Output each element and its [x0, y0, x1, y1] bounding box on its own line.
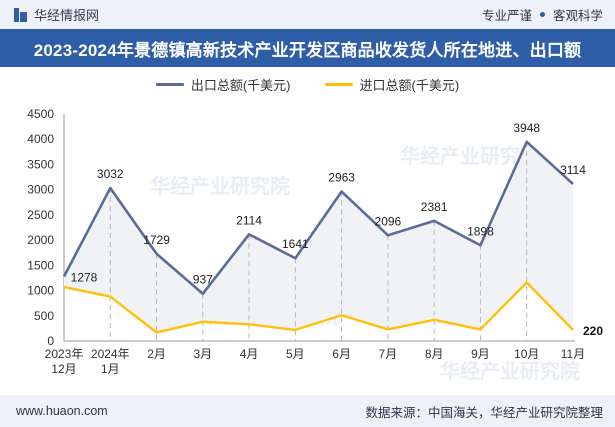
y-tick-label: 1500 [27, 258, 54, 272]
export-data-label: 3032 [97, 167, 124, 181]
brand: 华经情报网 [14, 5, 99, 24]
x-tick-label: 4月 [240, 347, 259, 361]
x-tick-label: 2024年 [91, 347, 130, 361]
header-tags: 专业严谨 客观科学 [482, 5, 603, 24]
legend-label-import: 进口总额(千美元) [359, 77, 460, 93]
x-tick-label: 10月 [514, 347, 539, 361]
y-tick-label: 1000 [27, 284, 54, 298]
x-tick-label: 7月 [379, 347, 398, 361]
x-tick-label: 12月 [51, 362, 76, 376]
export-data-label: 1641 [282, 237, 309, 251]
export-data-label: 1898 [467, 224, 494, 238]
tag-professional: 专业严谨 [481, 9, 532, 23]
line-chart: 0 500 1000 1500 2000 2500 3000 3500 4000 4500 2023… [27, 107, 603, 376]
y-tick-label: 0 [47, 334, 54, 348]
export-data-label: 2963 [328, 171, 355, 185]
legend-item-export: 出口总额(千美元) [155, 75, 291, 94]
x-tick-label: 6月 [332, 347, 351, 361]
y-tick-label: 2500 [27, 208, 54, 222]
x-tick-label: 5月 [286, 347, 305, 361]
x-tick-label: 8月 [425, 347, 444, 361]
y-tick-label: 500 [34, 309, 54, 323]
chart-legend: 出口总额(千美元) 进口总额(千美元) [0, 74, 615, 94]
brand-name: 华经情报网 [34, 8, 100, 23]
chart-title: 2023-2024年景德镇高新技术产业开发区商品收发货人所在地进、出口额 [0, 29, 615, 67]
y-tick-label: 3500 [27, 157, 54, 171]
x-tick-label: 2月 [147, 347, 166, 361]
legend-label-export: 出口总额(千美元) [190, 77, 291, 93]
y-tick-label: 4000 [27, 132, 54, 146]
export-data-label: 937 [193, 273, 213, 287]
y-tick-label: 4500 [27, 107, 54, 121]
tag-objective: 客观科学 [552, 9, 603, 23]
import-series-line [63, 281, 574, 334]
top-bar: 华经情报网 专业严谨 客观科学 [0, 0, 615, 29]
legend-swatch-import [324, 82, 353, 86]
export-data-label: 1278 [71, 271, 98, 285]
export-data-label: 2381 [421, 200, 448, 214]
export-data-label: 3114 [560, 163, 586, 177]
export-data-label: 1729 [143, 233, 170, 247]
x-tick-label: 11月 [561, 347, 585, 361]
export-data-label: 2096 [375, 214, 402, 228]
y-tick-label: 3000 [27, 183, 54, 197]
y-tick-label: 2000 [27, 233, 54, 247]
export-data-label: 2114 [236, 213, 262, 227]
huajing-logo-icon [14, 7, 27, 22]
footer-bar: www.huaon.com 数据来源：中国海关，华经产业研究院整理 [0, 395, 615, 427]
area-between-series [64, 141, 573, 333]
x-tick-label: 9月 [471, 347, 490, 361]
x-tick-label: 1月 [101, 362, 120, 376]
import-data-label: 220 [583, 324, 603, 338]
export-data-label: 3948 [513, 121, 540, 135]
x-tick-label: 3月 [193, 347, 212, 361]
legend-item-import: 进口总额(千美元) [324, 75, 460, 94]
legend-swatch-export [155, 82, 184, 86]
footer-website: www.huaon.com [16, 404, 108, 418]
export-series-line [62, 140, 574, 296]
x-tick-label: 2023年 [45, 347, 84, 361]
footer-source: 数据来源：中国海关，华经产业研究院整理 [365, 405, 603, 420]
dot-icon [539, 12, 545, 17]
